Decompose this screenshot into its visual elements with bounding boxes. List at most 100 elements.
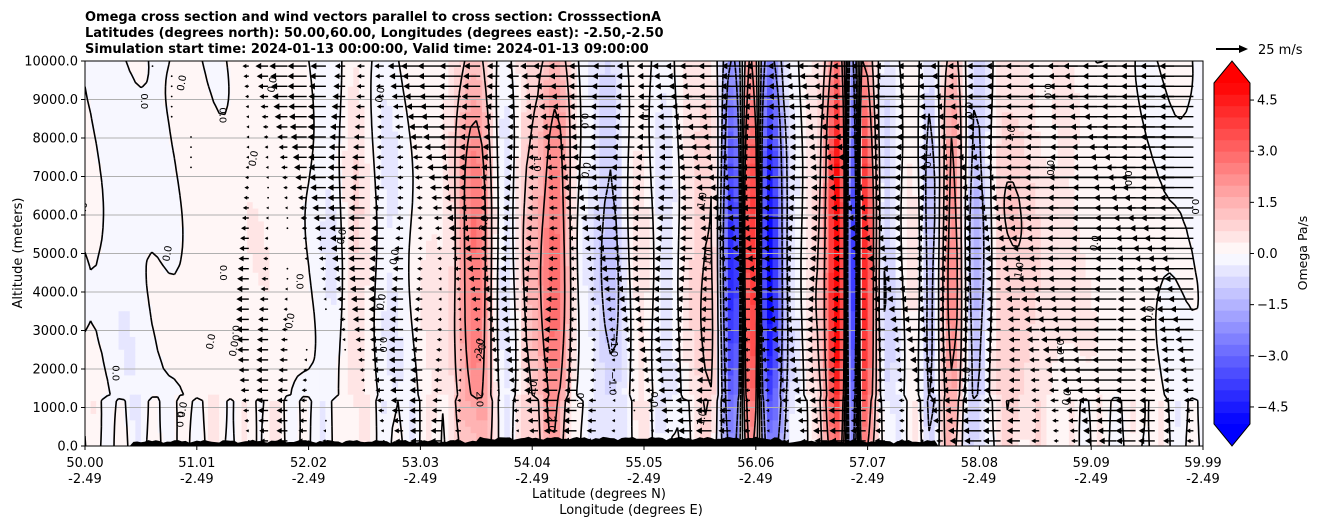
omega-cell (85, 163, 92, 171)
omega-cell (157, 202, 164, 210)
omega-cell (532, 144, 539, 152)
omega-cell (381, 73, 388, 81)
omega-cell (336, 105, 343, 113)
omega-cell (660, 67, 667, 75)
omega-cell (1169, 61, 1176, 69)
omega-cell (224, 195, 231, 203)
omega-cell (588, 118, 595, 126)
omega-cell (1191, 138, 1199, 146)
omega-cell (403, 215, 410, 223)
omega-cell (425, 118, 433, 126)
omega-cell (269, 144, 276, 152)
omega-cell (711, 157, 718, 165)
omega-cell (616, 99, 623, 107)
omega-cell (1147, 73, 1154, 81)
omega-cell (135, 189, 142, 197)
omega-cell (878, 105, 885, 113)
omega-cell (152, 105, 159, 113)
omega-cell (772, 182, 779, 190)
omega-cell (252, 131, 259, 139)
omega-cell (196, 73, 203, 81)
omega-cell (1158, 67, 1165, 75)
omega-cell (303, 61, 310, 69)
omega-cell (353, 86, 360, 94)
omega-cell (632, 86, 640, 94)
omega-cell (431, 67, 438, 75)
omega-cell (1175, 182, 1182, 190)
omega-cell (1135, 157, 1143, 165)
omega-cell (1024, 118, 1031, 126)
omega-cell (1197, 112, 1203, 120)
omega-cell (1063, 67, 1070, 75)
omega-cell (750, 131, 757, 139)
omega-cell (353, 112, 360, 120)
omega-cell (705, 131, 712, 139)
omega-cell (398, 61, 405, 69)
omega-cell (157, 105, 164, 113)
omega-cell (146, 157, 153, 165)
omega-cell (140, 125, 148, 133)
omega-cell (241, 86, 248, 94)
omega-cell (1130, 157, 1137, 165)
omega-cell (828, 189, 835, 197)
omega-cell (342, 99, 349, 107)
omega-cell (1091, 80, 1098, 88)
omega-cell (191, 105, 198, 113)
omega-cell (163, 61, 170, 69)
omega-cell (1007, 67, 1014, 75)
omega-cell (1018, 61, 1025, 69)
omega-cell (716, 131, 723, 139)
omega-cell (112, 189, 120, 197)
omega-cell (627, 61, 634, 69)
omega-cell (286, 138, 293, 146)
omega-cell (163, 118, 170, 126)
omega-cell (1057, 144, 1064, 152)
omega-cell (694, 125, 701, 133)
omega-cell (481, 131, 489, 139)
omega-cell (850, 125, 858, 133)
omega-cell (532, 61, 539, 69)
omega-cell (811, 118, 818, 126)
omega-cell (1191, 157, 1199, 165)
omega-cell (1080, 80, 1087, 88)
omega-cell (1040, 80, 1048, 88)
omega-cell (901, 73, 908, 81)
omega-cell (878, 86, 885, 94)
omega-cell (275, 86, 282, 94)
omega-cell (414, 61, 421, 69)
omega-cell (878, 67, 885, 75)
omega-cell (107, 86, 114, 94)
omega-cell (386, 131, 394, 139)
omega-cell (979, 61, 986, 69)
omega-cell (235, 80, 243, 88)
omega-cell (1029, 86, 1036, 94)
omega-cell (124, 131, 131, 139)
omega-cell (800, 112, 807, 120)
omega-cell (269, 125, 276, 133)
omega-cell (230, 163, 237, 171)
omega-cell (1091, 125, 1098, 133)
omega-cell (135, 144, 142, 152)
omega-cell (135, 61, 142, 69)
omega-cell (610, 73, 617, 81)
omega-cell (984, 99, 992, 107)
omega-cell (342, 73, 349, 81)
omega-cell (152, 195, 159, 203)
omega-cell (521, 86, 528, 94)
omega-cell (504, 99, 511, 107)
omega-cell (191, 86, 198, 94)
omega-cell (135, 195, 142, 203)
omega-cell (286, 144, 293, 152)
omega-cell (699, 86, 707, 94)
omega-cell (118, 105, 125, 113)
omega-cell (247, 80, 254, 88)
omega-cell (666, 131, 673, 139)
omega-cell (1191, 67, 1199, 75)
omega-cell (202, 150, 209, 158)
omega-cell (470, 138, 477, 146)
omega-cell (1080, 73, 1087, 81)
omega-cell (358, 138, 366, 146)
omega-cell (342, 131, 349, 139)
omega-cell (207, 86, 215, 94)
omega-cell (616, 131, 623, 139)
